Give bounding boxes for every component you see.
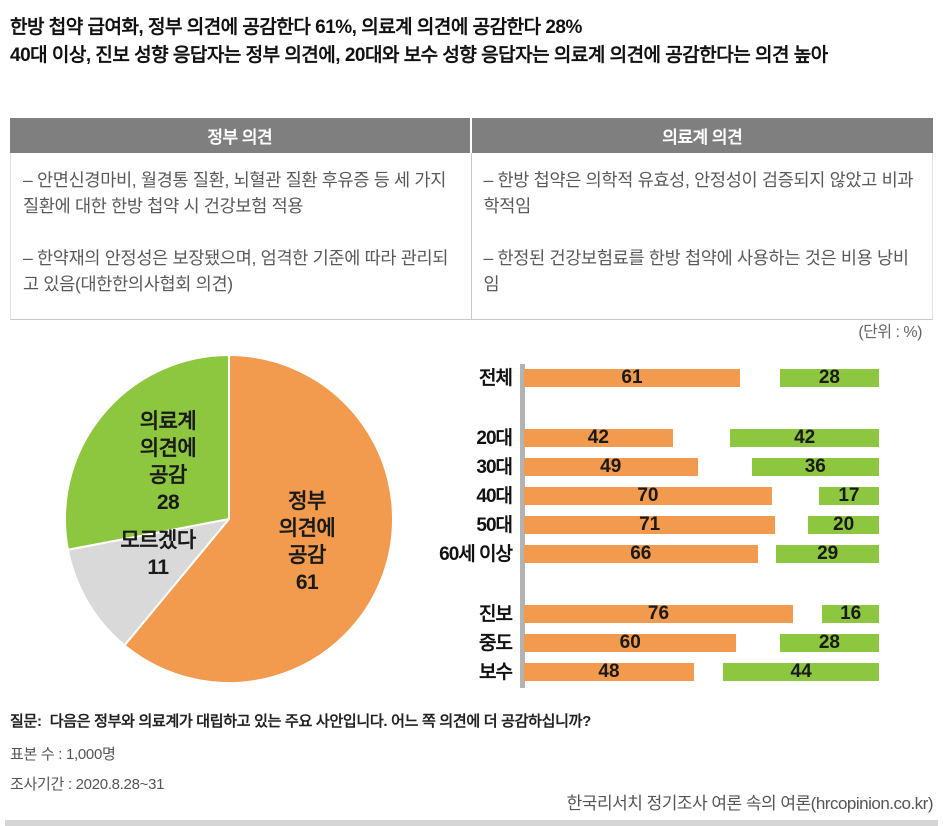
headline: 한방 첩약 급여화, 정부 의견에 공감한다 61%, 의료계 의견에 공감한다… — [10, 14, 828, 70]
pie-slice-2 — [63, 354, 230, 551]
bar-value: 49 — [600, 456, 622, 477]
bottom-divider — [5, 820, 938, 826]
bar-medical: 20 — [808, 514, 879, 535]
bar-medical: 17 — [818, 485, 879, 506]
medical-point-2: – 한정된 건강보험료를 한방 첩약에 사용하는 것은 비용 낭비임 — [483, 248, 909, 294]
pie-slice-0 — [123, 354, 394, 684]
bar-value: 28 — [818, 632, 840, 653]
bar-category-label: 진보 — [479, 604, 513, 625]
question-label: 질문: — [10, 713, 42, 730]
table-cell-government: – 안면신경마비, 월경통 질환, 뇌혈관 질환 후유증 등 세 가지 질환에 … — [10, 153, 472, 320]
bar-value: 16 — [840, 603, 862, 624]
bar-value: 42 — [587, 427, 609, 448]
bar-value: 70 — [637, 485, 659, 506]
unit-label: (단위 : %) — [858, 324, 922, 341]
bar-category-label: 보수 — [479, 662, 513, 683]
bar-value: 29 — [817, 543, 839, 564]
government-point-1: – 안면신경마비, 월경통 질환, 뇌혈관 질환 후유증 등 세 가지 질환에 … — [23, 170, 447, 216]
medical-point-1: – 한방 첩약은 의학적 유효성, 안정성이 검증되지 않았고 비과학적임 — [483, 170, 914, 216]
bar-value: 42 — [794, 427, 816, 448]
pie-label-medical: 의료계 의견에 공감 28 — [139, 410, 197, 514]
bar-medical: 16 — [822, 603, 879, 624]
bar-value: 17 — [838, 485, 860, 506]
bar-government: 48 — [524, 661, 694, 682]
table-cell-medical: – 한방 첩약은 의학적 유효성, 안정성이 검증되지 않았고 비과학적임 – … — [471, 153, 933, 320]
bar-category-label: 50대 — [476, 515, 513, 536]
bar-government: 61 — [524, 367, 740, 388]
pie-slice-1 — [66, 518, 230, 647]
bar-medical: 36 — [751, 456, 879, 477]
bar-government: 60 — [524, 632, 737, 653]
bar-government: 49 — [524, 456, 698, 477]
table-header-medical: 의료계 의견 — [471, 118, 933, 153]
government-point-2: – 한약재의 안정성은 보장됐으며, 엄격한 기준에 따라 관리되고 있음(대한… — [23, 248, 449, 294]
sample-size: 표본 수 : 1,000명 — [10, 746, 116, 763]
bar-government: 42 — [524, 427, 673, 448]
bar-medical: 44 — [723, 661, 879, 682]
bar-category-label: 전체 — [479, 368, 513, 389]
question-line: 질문: 다음은 정부와 의료계가 대립하고 있는 주요 사안입니다. 어느 쪽 의… — [10, 710, 591, 731]
pie-label-dont-know: 모르겠다 11 — [120, 529, 196, 579]
bar-value: 20 — [833, 514, 855, 535]
bar-government: 70 — [524, 485, 772, 506]
bar-category-label: 중도 — [479, 633, 513, 654]
bar-value: 48 — [598, 661, 620, 682]
bar-government: 66 — [524, 543, 758, 564]
bar-value: 28 — [818, 367, 840, 388]
opinion-comparison-table: 정부 의견 의료계 의견 – 안면신경마비, 월경통 질환, 뇌혈관 질환 후유… — [10, 118, 933, 320]
bar-medical: 28 — [779, 367, 879, 388]
bar-medical: 28 — [779, 632, 879, 653]
bar-value: 61 — [621, 367, 643, 388]
bar-chart-axis — [520, 364, 525, 688]
bar-government: 71 — [524, 514, 776, 535]
bar-value: 44 — [790, 661, 812, 682]
bar-value: 60 — [619, 632, 641, 653]
bar-category-label: 60세 이상 — [439, 544, 513, 565]
survey-period: 조사기간 : 2020.8.28~31 — [10, 776, 165, 793]
bar-medical: 29 — [776, 543, 879, 564]
bar-value: 36 — [804, 456, 826, 477]
bar-chart: 전체 61 28 20대 42 42 30대 49 36 40대 70 17 50대 71 20 60세 이상… — [439, 362, 943, 692]
source-credit: 한국리서치 정기조사 여론 속의 여론(hrcopinion.co.kr) — [566, 794, 934, 813]
bar-value: 76 — [647, 603, 670, 624]
bar-category-label: 40대 — [476, 486, 513, 507]
bar-category-label: 20대 — [476, 428, 513, 449]
headline-line2: 40대 이상, 진보 성향 응답자는 정부 의견에, 20대와 보수 성향 응답… — [10, 45, 828, 66]
headline-line1: 한방 첩약 급여화, 정부 의견에 공감한다 61%, 의료계 의견에 공감한다… — [10, 17, 582, 38]
table-header-government: 정부 의견 — [10, 118, 472, 153]
pie-chart: 정부 의견에 공감 61 모르겠다 11 의료계 의견에 공감 28 — [61, 351, 397, 687]
bar-value: 71 — [639, 514, 661, 535]
pie-label-government: 정부 의견에 공감 61 — [278, 490, 336, 594]
bar-value: 66 — [630, 543, 652, 564]
bar-government: 76 — [524, 603, 793, 624]
bar-category-label: 30대 — [476, 457, 513, 478]
question-text: 다음은 정부와 의료계가 대립하고 있는 주요 사안입니다. 어느 쪽 의견에 … — [49, 713, 592, 730]
bar-medical: 42 — [730, 427, 879, 448]
pie-svg — [63, 354, 394, 684]
